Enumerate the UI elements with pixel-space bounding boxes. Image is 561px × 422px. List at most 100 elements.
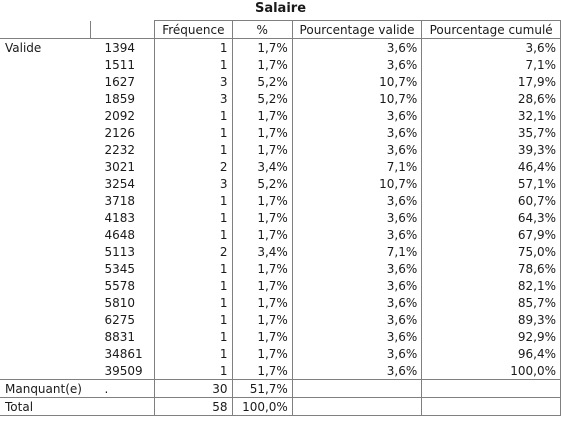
row-valid-percent: 10,7% bbox=[292, 175, 423, 192]
row-frequency: 1 bbox=[154, 209, 233, 226]
row-value: 5810 bbox=[90, 294, 156, 311]
row-cumulative-percent: 75,0% bbox=[421, 243, 561, 260]
row-value: 4183 bbox=[90, 209, 156, 226]
row-percent: 1,7% bbox=[232, 362, 293, 380]
row-frequency: 1 bbox=[154, 328, 233, 345]
row-group-label bbox=[0, 175, 90, 192]
table-title: Salaire bbox=[254, 1, 307, 16]
header-percent: % bbox=[231, 20, 293, 39]
row-value: 5578 bbox=[90, 277, 156, 294]
row-cumulative-percent: 96,4% bbox=[421, 345, 561, 362]
header-row: Fréquence % Pourcentage valide Pourcenta… bbox=[0, 20, 561, 39]
row-valid-percent: 3,6% bbox=[292, 107, 423, 124]
row-cumulative-percent: 46,4% bbox=[421, 158, 561, 175]
row-frequency: 1 bbox=[154, 38, 233, 56]
table-row: 2232 1 1,7% 3,6% 39,3% bbox=[0, 141, 561, 158]
row-percent: 1,7% bbox=[232, 124, 293, 141]
table-row: 34861 1 1,7% 3,6% 96,4% bbox=[0, 345, 561, 362]
row-cumulative-percent: 92,9% bbox=[421, 328, 561, 345]
table-row: 3718 1 1,7% 3,6% 60,7% bbox=[0, 192, 561, 209]
row-valid-percent: 3,6% bbox=[292, 209, 423, 226]
table-body: Valide 1394 1 1,7% 3,6% 3,6% 1511 1 1,7% 3,6% 7,1%… bbox=[0, 38, 561, 416]
row-cumulative-percent: 100,0% bbox=[421, 362, 561, 380]
row-value: 2126 bbox=[90, 124, 156, 141]
table-row: 5810 1 1,7% 3,6% 85,7% bbox=[0, 294, 561, 311]
header-frequency: Fréquence bbox=[154, 20, 233, 39]
row-percent: 1,7% bbox=[232, 260, 293, 277]
row-frequency: 3 bbox=[154, 73, 233, 90]
row-percent: 3,4% bbox=[232, 158, 293, 175]
table-row: 6275 1 1,7% 3,6% 89,3% bbox=[0, 311, 561, 328]
row-value: 2232 bbox=[90, 141, 156, 158]
row-value: 6275 bbox=[90, 311, 156, 328]
row-frequency: 1 bbox=[154, 226, 233, 243]
total-valid-percent bbox=[292, 397, 423, 416]
total-cumulative-percent bbox=[421, 397, 561, 416]
row-percent: 5,2% bbox=[232, 90, 293, 107]
row-group-label bbox=[0, 56, 90, 73]
row-valid-percent: 3,6% bbox=[292, 311, 423, 328]
row-group-label bbox=[0, 362, 90, 380]
missing-percent: 51,7% bbox=[232, 379, 293, 398]
header-cumulative-percent: Pourcentage cumulé bbox=[421, 20, 561, 39]
row-group-label bbox=[0, 90, 90, 107]
row-valid-percent: 3,6% bbox=[292, 345, 423, 362]
row-group-label bbox=[0, 328, 90, 345]
row-valid-percent: 3,6% bbox=[292, 294, 423, 311]
row-frequency: 1 bbox=[154, 56, 233, 73]
table-row: 3021 2 3,4% 7,1% 46,4% bbox=[0, 158, 561, 175]
table-row: 5578 1 1,7% 3,6% 82,1% bbox=[0, 277, 561, 294]
row-percent: 1,7% bbox=[232, 226, 293, 243]
row-cumulative-percent: 64,3% bbox=[421, 209, 561, 226]
row-percent: 1,7% bbox=[232, 56, 293, 73]
row-percent: 1,7% bbox=[232, 192, 293, 209]
row-value: 2092 bbox=[90, 107, 156, 124]
row-frequency: 1 bbox=[154, 124, 233, 141]
row-valid-percent: 3,6% bbox=[292, 141, 423, 158]
row-group-label bbox=[0, 260, 90, 277]
row-group-label bbox=[0, 73, 90, 90]
row-group-label bbox=[0, 192, 90, 209]
table-row: 8831 1 1,7% 3,6% 92,9% bbox=[0, 328, 561, 345]
header-valid-percent: Pourcentage valide bbox=[291, 20, 423, 39]
table-row: 3254 3 5,2% 10,7% 57,1% bbox=[0, 175, 561, 192]
row-group-label bbox=[0, 311, 90, 328]
row-percent: 1,7% bbox=[232, 107, 293, 124]
row-group-label bbox=[0, 226, 90, 243]
row-value: 3021 bbox=[90, 158, 156, 175]
row-valid-percent: 3,6% bbox=[292, 56, 423, 73]
row-cumulative-percent: 78,6% bbox=[421, 260, 561, 277]
missing-value: . bbox=[90, 379, 156, 398]
row-value: 5113 bbox=[90, 243, 156, 260]
row-cumulative-percent: 89,3% bbox=[421, 311, 561, 328]
row-percent: 1,7% bbox=[232, 311, 293, 328]
row-valid-percent: 3,6% bbox=[292, 328, 423, 345]
row-frequency: 1 bbox=[154, 345, 233, 362]
row-valid-percent: 3,6% bbox=[292, 38, 423, 56]
row-cumulative-percent: 60,7% bbox=[421, 192, 561, 209]
missing-valid-percent bbox=[292, 379, 423, 398]
row-valid-percent: 10,7% bbox=[292, 73, 423, 90]
row-value: 1511 bbox=[90, 56, 156, 73]
row-cumulative-percent: 85,7% bbox=[421, 294, 561, 311]
row-value: 1394 bbox=[90, 38, 156, 56]
total-label: Total bbox=[0, 397, 91, 416]
missing-cumulative-percent bbox=[421, 379, 561, 398]
table-row: 1859 3 5,2% 10,7% 28,6% bbox=[0, 90, 561, 107]
row-valid-percent: 3,6% bbox=[292, 226, 423, 243]
total-frequency: 58 bbox=[154, 397, 233, 416]
frequency-table: Fréquence % Pourcentage valide Pourcenta… bbox=[0, 20, 561, 416]
row-value: 3718 bbox=[90, 192, 156, 209]
row-valid-percent: 3,6% bbox=[292, 277, 423, 294]
row-percent: 1,7% bbox=[232, 294, 293, 311]
row-group-label bbox=[0, 209, 90, 226]
row-value: 4648 bbox=[90, 226, 156, 243]
row-percent: 3,4% bbox=[232, 243, 293, 260]
row-frequency: 1 bbox=[154, 192, 233, 209]
row-group-label bbox=[0, 107, 90, 124]
missing-frequency: 30 bbox=[154, 379, 233, 398]
row-cumulative-percent: 82,1% bbox=[421, 277, 561, 294]
row-cumulative-percent: 32,1% bbox=[421, 107, 561, 124]
header-blank-1 bbox=[0, 20, 91, 39]
row-value: 8831 bbox=[90, 328, 156, 345]
